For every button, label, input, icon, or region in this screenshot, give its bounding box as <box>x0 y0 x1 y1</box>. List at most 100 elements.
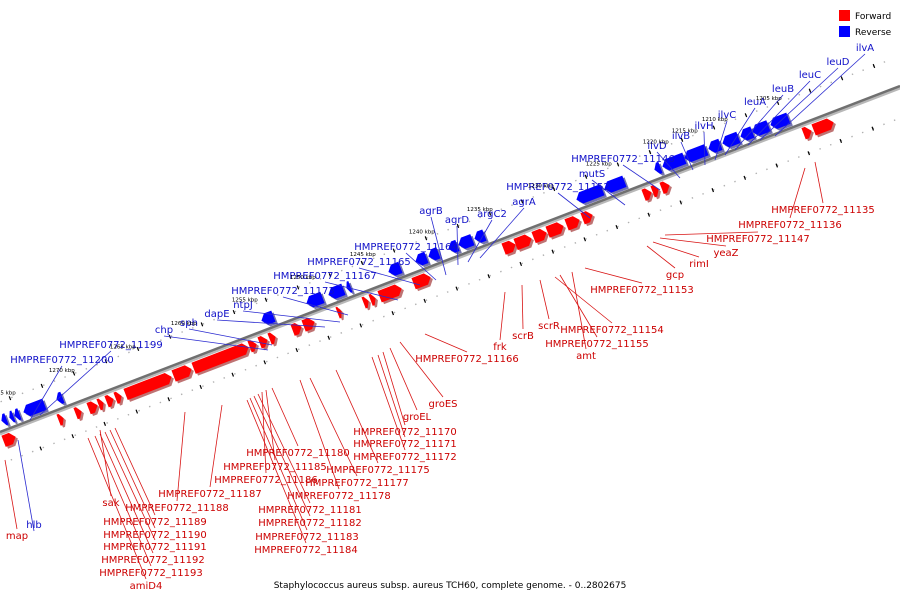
forward-gene-label: HMPREF0772_11153 <box>590 285 693 296</box>
forward-gene-arrow <box>1 432 18 449</box>
ruler-lower-tick <box>295 347 299 353</box>
reverse-gene-label: leuC <box>799 70 821 81</box>
leader-line <box>377 354 406 438</box>
axis-shadow <box>0 86 900 436</box>
leader-line <box>209 404 223 488</box>
leader-line <box>114 427 156 516</box>
kbp-tick-label: 1205 kbp <box>756 96 782 102</box>
genome-axis <box>0 84 900 434</box>
forward-gene-arrow <box>113 391 124 406</box>
forward-gene-arrow <box>290 322 304 338</box>
leader-line <box>389 347 418 411</box>
leader-line <box>659 237 727 247</box>
ruler-lower-tick <box>359 323 363 328</box>
forward-gene-label: sak <box>102 498 119 509</box>
forward-gene-arrow <box>191 343 251 376</box>
ruler-upper-tick <box>296 285 300 290</box>
ruler-lower-tick <box>135 409 139 414</box>
ruler-lower-tick <box>871 126 875 131</box>
forward-gene-label: HMPREF0772_11190 <box>103 530 206 541</box>
ruler-lower-tick <box>839 138 843 143</box>
ruler-upper-tick <box>616 162 620 167</box>
ruler-upper-tick <box>456 223 460 229</box>
forward-gene-label: rimI <box>689 259 709 270</box>
ruler-upper-tick <box>360 260 364 265</box>
leader-line <box>747 80 811 146</box>
ruler-upper-tick <box>200 322 204 327</box>
forward-gene-arrow <box>513 234 534 252</box>
ruler-lower-tick <box>487 274 491 279</box>
reverse-gene-label: sph <box>180 318 198 329</box>
forward-gene-arrow <box>531 228 549 245</box>
ruler-lower-tick <box>103 421 107 426</box>
leader-line <box>456 225 459 266</box>
genome-caption: Staphylococcus aureus subsp. aureus TCH6… <box>274 581 627 591</box>
forward-gene-label: HMPREF0772_11175 <box>326 465 429 476</box>
leader-line <box>358 267 421 286</box>
leader-line <box>759 67 839 141</box>
leader-line <box>4 459 18 530</box>
kbp-tick-label: 1235 kbp <box>467 207 493 213</box>
leader-line <box>521 284 524 330</box>
kbp-tick-label: 1220 kbp <box>643 139 669 145</box>
ruler-lower-tick <box>519 261 523 267</box>
ruler-upper-tick <box>872 63 876 69</box>
kbp-tick-label: 1260 kbp <box>171 321 197 327</box>
forward-gene-label: HMPREF0772_11188 <box>125 503 228 514</box>
ruler-upper-tick <box>232 309 236 315</box>
forward-gene-label: HMPREF0772_11155 <box>545 339 648 350</box>
forward-gene-arrow <box>564 216 582 233</box>
forward-gene-arrow <box>811 118 836 138</box>
reverse-gene-label: leuA <box>744 97 766 108</box>
leader-line <box>282 296 349 316</box>
forward-gene-arrow <box>580 211 595 227</box>
forward-gene-label: HMPREF0772_11187 <box>158 489 261 500</box>
reverse-gene-label: HMPREF0772_11152 <box>506 182 609 193</box>
reverse-gene-arrow <box>654 161 665 176</box>
ruler-upper-tick <box>40 383 44 388</box>
reverse-gene-label: agrB <box>419 206 443 217</box>
reverse-gene-label: HMPREF0772_11164 <box>354 242 457 253</box>
reverse-gene-label: HMPREF0772_11200 <box>10 355 113 366</box>
leader-line <box>774 53 866 137</box>
kbp-tick-label: 1250 kbp <box>290 275 316 281</box>
ruler-upper <box>0 59 891 403</box>
ruler-lower-tick <box>743 175 747 180</box>
forward-gene-label: HMPREF0772_11193 <box>99 568 202 579</box>
leader-line <box>176 411 186 502</box>
leader-line <box>584 267 643 284</box>
ruler-upper-tick <box>392 248 396 253</box>
ruler-lower-tick <box>679 200 683 205</box>
leader-line <box>104 431 156 541</box>
forward-gene-label: HMPREF0772_11178 <box>287 491 390 502</box>
reverse-gene-arrow <box>576 184 607 206</box>
forward-gene-arrow <box>641 188 654 203</box>
leader-line <box>405 252 437 281</box>
kbp-tick-label: 1225 kbp <box>586 161 612 167</box>
reverse-gene-label: HMPREF0772_11146 <box>571 154 674 165</box>
kbp-tick-label: 1255 kbp <box>232 297 258 303</box>
leader-line <box>467 219 493 263</box>
kbp-tick-label: 1210 kbp <box>702 117 728 123</box>
ruler-upper-tick <box>72 371 76 376</box>
leader-line <box>714 120 728 161</box>
forward-gene-arrow <box>411 273 433 292</box>
ruler-lower-tick <box>807 151 811 156</box>
leader-line <box>246 399 307 544</box>
ruler-lower-tick <box>327 335 331 340</box>
reverse-gene-label: ilvB <box>672 131 690 142</box>
ruler-upper-tick <box>552 186 556 192</box>
forward-gene-arrow <box>73 407 84 422</box>
leader-line <box>265 389 276 461</box>
reverse-gene-arrow <box>14 408 24 422</box>
forward-gene-arrow <box>301 317 317 334</box>
kbp-tick-label: 1215 kbp <box>672 128 698 134</box>
ruler-upper-tick <box>808 88 812 93</box>
forward-gene-arrow <box>56 413 66 428</box>
leader-line <box>622 164 661 191</box>
forward-gene-arrow <box>659 181 672 196</box>
leader-line <box>703 131 706 166</box>
legend-forward-swatch <box>839 10 850 21</box>
reverse-gene-label: ilvH <box>695 121 714 132</box>
